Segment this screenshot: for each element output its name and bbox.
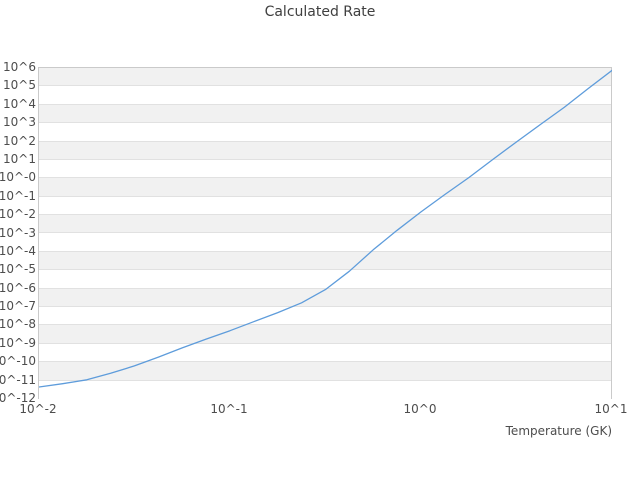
plot-area	[38, 67, 612, 399]
y-tick-label: 10^-5	[0, 262, 36, 277]
y-tick-label: 10^-2	[0, 207, 36, 222]
y-tick-label: 10^-12	[0, 391, 36, 405]
y-tick-label: 10^-10	[0, 354, 36, 369]
x-axis-title: Temperature (GK)	[505, 424, 612, 438]
y-tick-label: 10^-1	[0, 188, 36, 203]
grid-band	[39, 380, 611, 399]
y-tick-label: 10^-6	[0, 280, 36, 295]
grid-band	[39, 141, 611, 160]
y-tick-label: 10^-3	[0, 225, 36, 240]
rate-line	[39, 69, 612, 388]
y-tick-label: 10^3	[3, 115, 36, 130]
grid-band	[39, 251, 611, 271]
grid-band	[39, 362, 611, 381]
y-tick-label: 10^-4	[0, 243, 36, 258]
y-tick-label: 10^6	[3, 60, 36, 74]
y-tick-label: 10^-8	[0, 317, 36, 332]
grid-band	[39, 159, 611, 179]
y-tick-label: 10^-7	[0, 299, 36, 314]
x-tick-label: 10^-2	[19, 402, 57, 416]
y-tick-label: 10^-0	[0, 170, 36, 185]
y-tick-label: 10^2	[3, 133, 36, 148]
grid-band	[39, 178, 611, 197]
rate-curve	[39, 69, 612, 388]
y-tick-label: 10^5	[3, 78, 36, 93]
grid-band	[39, 233, 611, 252]
y-tick-label: 10^-11	[0, 372, 36, 387]
grid-band	[39, 270, 611, 289]
chart-title: Calculated Rate	[264, 4, 376, 20]
grid-band	[39, 215, 611, 234]
x-tick-label: 10^0	[403, 402, 437, 416]
y-tick-label: 10^4	[3, 96, 36, 111]
y-tick-label: 10^1	[3, 151, 36, 166]
grid-band	[39, 325, 611, 344]
grid-band	[39, 196, 611, 216]
x-tick-label: 10^-1	[210, 402, 248, 416]
grid-band	[39, 86, 611, 105]
grid-band	[39, 104, 611, 124]
grid-band	[39, 307, 611, 326]
grid-band	[39, 123, 611, 142]
y-tick-label: 10^-9	[0, 335, 36, 350]
grid-band	[39, 288, 611, 308]
grid-band	[39, 68, 611, 87]
x-tick-label: 10^1	[594, 402, 628, 416]
